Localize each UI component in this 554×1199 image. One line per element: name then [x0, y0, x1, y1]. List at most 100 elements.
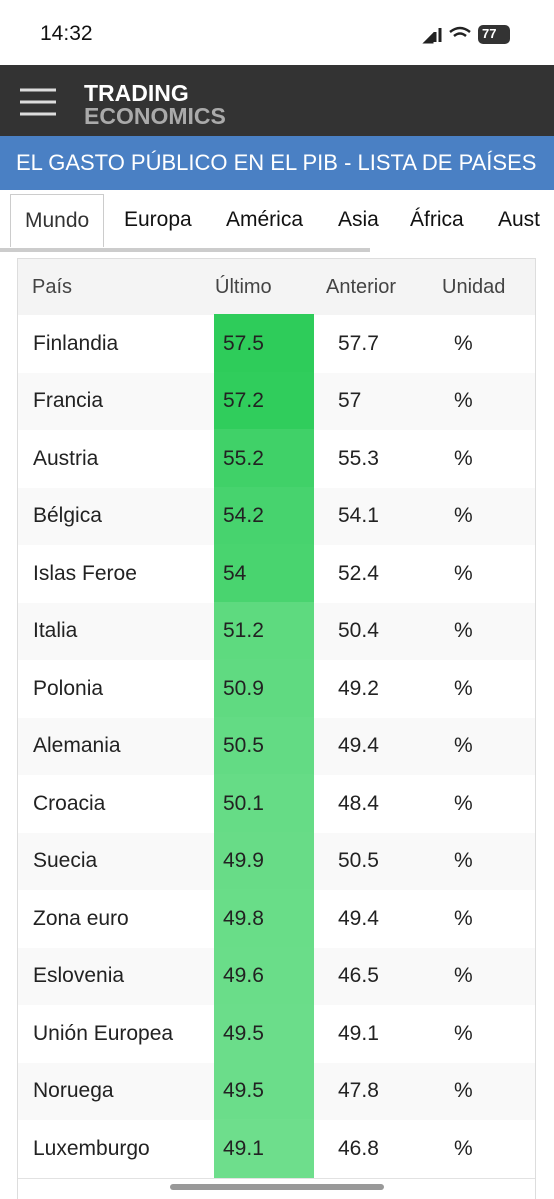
menu-button[interactable] [20, 87, 56, 117]
table: País Último Anterior Unidad Finlandia 57.5 57.… [17, 258, 536, 1199]
table-header: País Último Anterior Unidad [18, 258, 535, 317]
table-cell: 50.5 [223, 734, 264, 757]
value-highlight [214, 1119, 314, 1178]
table-cell: 49.1 [338, 1021, 379, 1045]
header: TRADING ECONOMICS [0, 65, 554, 136]
tab[interactable]: Asia [338, 208, 379, 231]
time: 14:32 [40, 22, 93, 45]
country-name[interactable]: Francia [33, 389, 104, 412]
table-cell: % [454, 1079, 473, 1102]
country-name[interactable]: Bélgica [33, 504, 102, 527]
status-icons [422, 25, 510, 44]
tab[interactable]: África [410, 208, 464, 231]
table-row[interactable]: Croacia 50.1 48.4% [18, 774, 535, 834]
value-highlight [214, 889, 314, 948]
table-cell: % [454, 676, 473, 700]
table-cell: 49.9 [223, 849, 264, 872]
table-cell: 49.4 [338, 734, 379, 757]
battery-level: 77 [482, 26, 497, 41]
table-cell: 50.9 [223, 676, 264, 700]
table-row[interactable]: Noruega 49.5 47.8% [18, 1061, 535, 1121]
table-cell: 54 [223, 561, 247, 585]
table-cell: 52.4 [338, 561, 379, 585]
table-cell: % [454, 791, 473, 815]
table-cell: 49.1 [223, 1136, 264, 1160]
country-name[interactable]: Unión Europea [33, 1021, 174, 1045]
table-cell: % [454, 331, 473, 355]
value-highlight [214, 544, 314, 603]
table-cell: 57.5 [223, 331, 264, 355]
column-header: Anterior [326, 276, 397, 298]
logo-top[interactable]: TRADING [84, 80, 189, 106]
value-highlight [214, 429, 314, 488]
table-row[interactable]: Eslovenia 49.6 46.5% [18, 946, 535, 1006]
country-name[interactable]: Finlandia [33, 331, 119, 355]
table-row[interactable]: Polonia 50.9 49.2% [18, 659, 535, 719]
table-row[interactable]: Islas Feroe 54 52.4% [18, 544, 535, 604]
country-name[interactable]: Italia [33, 619, 78, 642]
value-highlight [214, 659, 314, 718]
table-row[interactable]: Luxemburgo 49.1 46.8% [18, 1119, 535, 1179]
table-row[interactable]: Bélgica 54.2 54.1% [18, 486, 535, 546]
country-name[interactable]: Alemania [33, 734, 121, 757]
table-row[interactable]: Zona euro 49.8 49.4% [18, 889, 535, 949]
table-cell: 54.2 [223, 504, 264, 527]
table-row[interactable]: Suecia 49.9 50.5% [18, 831, 535, 891]
table-cell: 49.8 [223, 906, 264, 930]
table-row[interactable]: Unión Europea 49.5 49.1% [18, 1004, 535, 1064]
table-cell: 46.5 [338, 964, 379, 987]
table-cell: 50.1 [223, 791, 264, 815]
column-header: Último [215, 276, 272, 298]
tab-bar: Mundo Europa América Asia África Aust [0, 190, 554, 252]
table-cell: 49.6 [223, 964, 264, 987]
country-name[interactable]: Noruega [33, 1079, 114, 1102]
country-name[interactable]: Austria [33, 446, 99, 470]
tab[interactable]: Mundo [10, 194, 105, 247]
table-cell: 51.2 [223, 619, 264, 642]
country-name[interactable]: Eslovenia [33, 964, 125, 987]
table-cell: 50.4 [338, 619, 379, 642]
column-header: Unidad [442, 276, 506, 298]
table-cell: 48.4 [338, 791, 379, 815]
country-name[interactable]: Croacia [33, 791, 106, 815]
value-highlight [214, 946, 314, 1005]
table-cell: 55.3 [338, 446, 379, 470]
country-name[interactable]: Luxemburgo [33, 1136, 150, 1160]
table-row[interactable]: Austria 55.2 55.3% [18, 429, 535, 489]
country-name[interactable]: Zona euro [33, 906, 129, 930]
value-highlight [214, 1061, 314, 1120]
value-highlight [214, 314, 314, 373]
table-cell: % [454, 849, 473, 872]
tab[interactable]: América [226, 208, 304, 231]
table-cell: 57 [338, 389, 362, 412]
table-cell: 46.8 [338, 1136, 379, 1160]
table-cell: 49.4 [338, 906, 379, 930]
page-title: EL GASTO PÚBLICO EN EL PIB - LISTA DE PA… [0, 136, 554, 190]
country-name[interactable]: Suecia [33, 849, 98, 872]
country-name[interactable]: Islas Feroe [33, 561, 137, 585]
tab[interactable]: Europa [124, 208, 192, 231]
table-cell: % [454, 906, 473, 930]
value-highlight [214, 1004, 314, 1063]
table-row[interactable]: Alemania 50.5 49.4% [18, 716, 535, 776]
table-cell: % [454, 734, 473, 757]
table-row[interactable]: Finlandia 57.5 57.7% [18, 314, 535, 374]
table-cell: 47.8 [338, 1079, 379, 1102]
value-highlight [214, 371, 314, 430]
tab[interactable]: Aust [498, 208, 541, 231]
value-highlight [214, 774, 314, 833]
logo-bottom[interactable]: ECONOMICS [84, 103, 226, 129]
table-cell: 54.1 [338, 504, 379, 527]
status-bar: 14:32 77 [0, 0, 554, 65]
column-header: País [32, 276, 73, 298]
value-highlight [214, 601, 314, 660]
value-highlight [214, 831, 314, 890]
country-name[interactable]: Polonia [33, 676, 104, 700]
table-cell: % [454, 619, 473, 642]
table-row[interactable]: Italia 51.2 50.4% [18, 601, 535, 661]
table-cell: 57.2 [223, 389, 264, 412]
table-row[interactable]: Francia 57.2 57% [18, 371, 535, 431]
value-highlight [214, 716, 314, 775]
value-highlight [214, 486, 314, 545]
